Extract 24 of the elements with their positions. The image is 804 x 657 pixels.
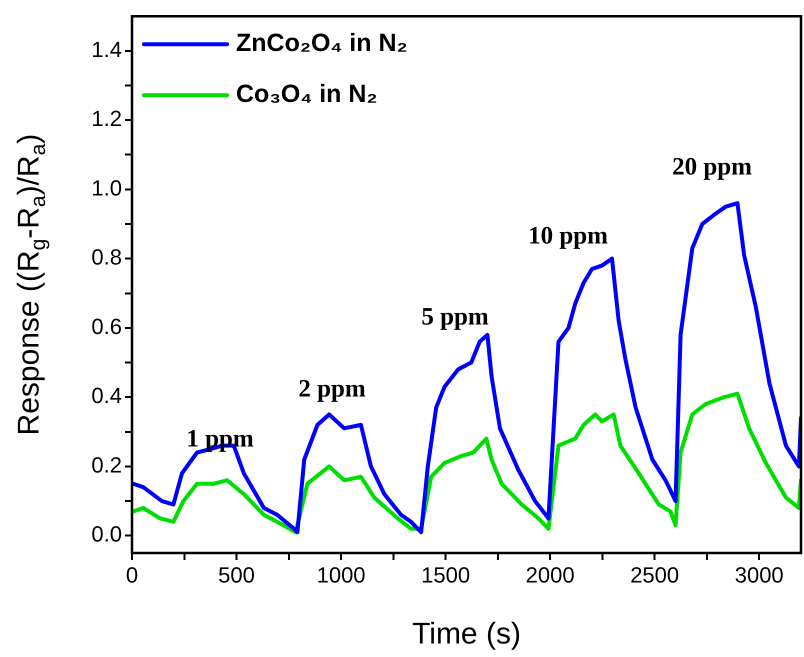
annotation: 10 ppm (528, 222, 608, 250)
annotation: 1 ppm (186, 425, 254, 452)
annotation: 20 ppm (672, 153, 752, 180)
y-tick-label: 0.0 (91, 522, 122, 547)
y-tick-label: 0.8 (91, 244, 122, 270)
x-tick-label: 2500 (630, 562, 680, 588)
y-tick-label: 0.2 (91, 452, 122, 478)
x-tick-label: 1000 (316, 562, 366, 588)
x-tick-label: 2000 (526, 562, 575, 588)
y-tick-label: 0.4 (91, 383, 122, 408)
y-tick-label: 1.2 (91, 106, 122, 132)
y-tick-label: 1.4 (91, 36, 122, 62)
x-tick-label: 3000 (734, 562, 784, 588)
y-tick-label: 1.0 (91, 175, 122, 200)
annotation: 5 ppm (421, 303, 489, 330)
annotation: 2 ppm (298, 375, 366, 402)
x-tick-label: 500 (218, 562, 255, 588)
legend-label: ZnCo₂O₄ in N₂ (236, 29, 408, 58)
y-axis-title: Response ((Rg-Ra)/Ra) (12, 134, 50, 436)
x-tick-label: 1500 (421, 562, 470, 588)
legend-label: Co₃O₄ in N₂ (236, 80, 378, 108)
y-tick-label: 0.6 (91, 314, 122, 339)
x-tick-label: 0 (126, 562, 138, 588)
x-axis-title: Time (s) (412, 617, 521, 650)
